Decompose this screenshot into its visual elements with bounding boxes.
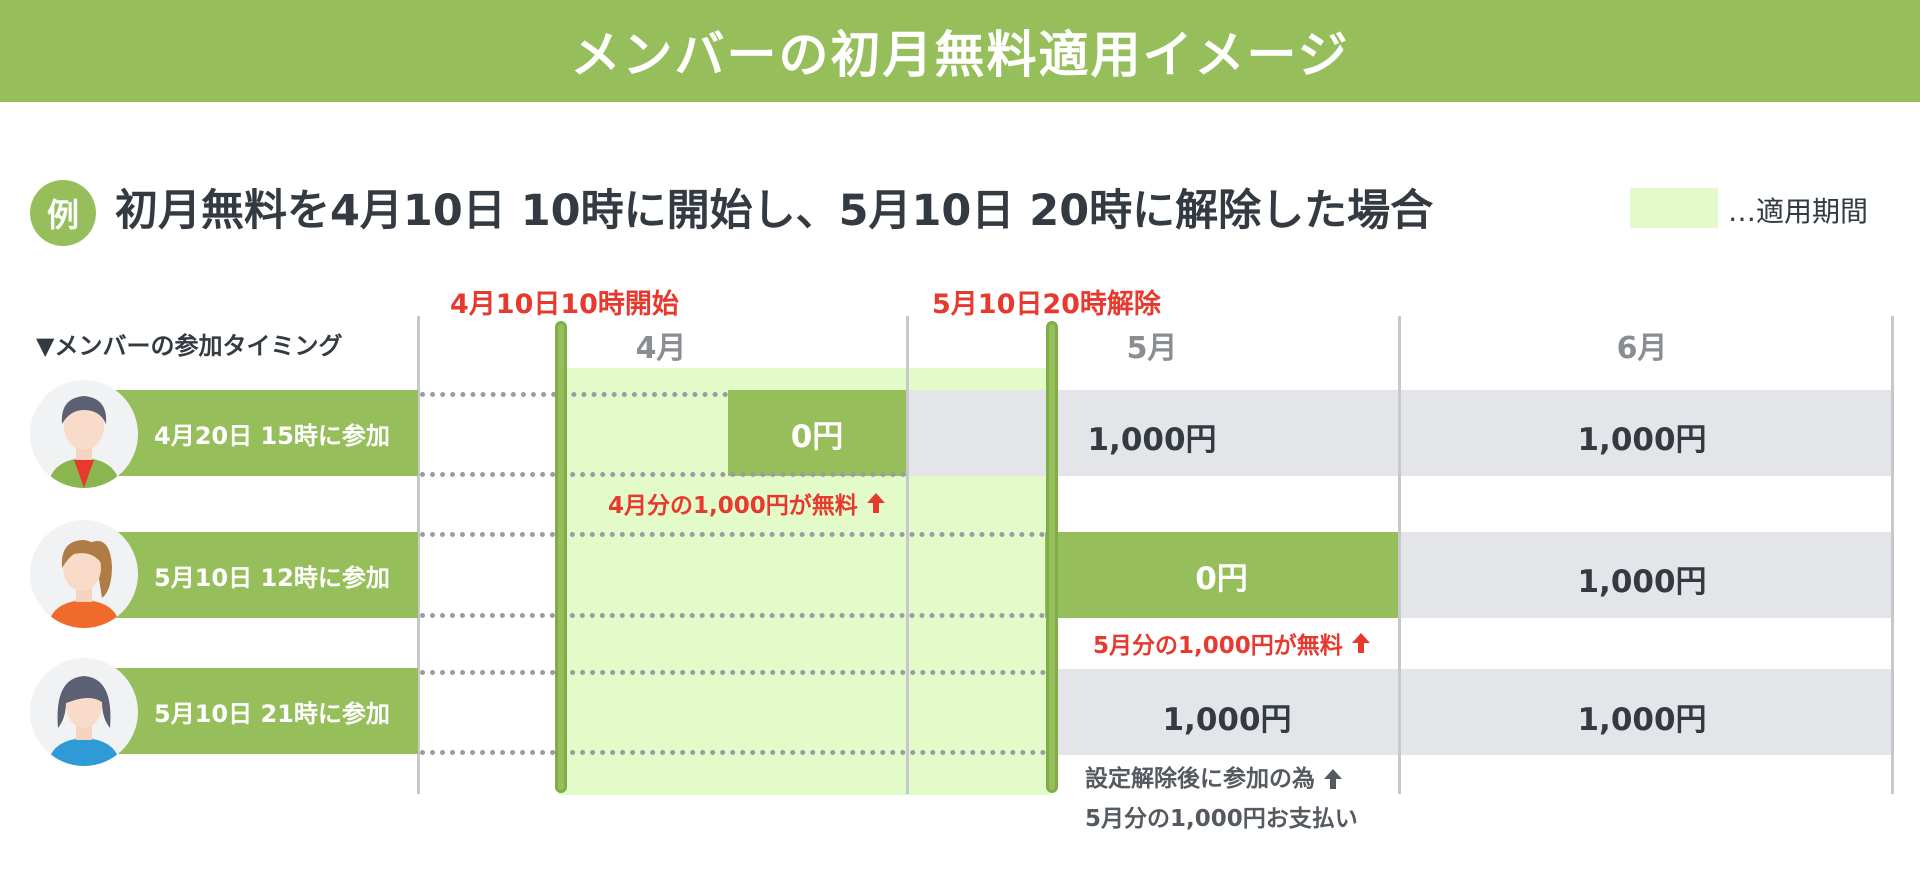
row2-may-cell: 0円: [1045, 532, 1398, 618]
dotted-line: [420, 392, 728, 397]
row2-gray-band: [1398, 532, 1894, 618]
row1-may-price: 1,000円: [1087, 422, 1217, 458]
grid-line: [1891, 316, 1894, 794]
page-title: メンバーの初月無料適用イメージ: [0, 0, 1920, 102]
row3-gray-band: [1056, 669, 1894, 755]
row1-note: 4月分の1,000円が無料: [608, 486, 886, 520]
legend-label: …適用期間: [1728, 195, 1869, 228]
row3-june-price: 1,000円: [1577, 702, 1707, 738]
person-bob-hair-icon: [30, 658, 138, 766]
arrow-up-icon: [1351, 633, 1370, 653]
example-badge: 例: [30, 180, 96, 246]
month-header-june: 6月: [1616, 331, 1668, 366]
person-short-hair-icon: [30, 380, 138, 488]
grid-line: [906, 316, 909, 794]
example-heading: 初月無料を4月10日 10時に開始し、5月10日 20時に解除した場合: [115, 186, 1434, 236]
arrow-up-icon: [1324, 769, 1342, 789]
row3-note-line2: 5月分の1,000円お支払い: [1085, 806, 1358, 832]
start-marker: [555, 321, 567, 793]
person-ponytail-icon: [30, 520, 138, 628]
row2-note: 5月分の1,000円が無料: [1093, 626, 1371, 660]
arrow-up-icon: [866, 493, 885, 513]
row1-april-cell: 0円: [728, 390, 906, 476]
row3-may-price: 1,000円: [1162, 702, 1292, 738]
dotted-line: [420, 532, 1045, 537]
event-end-label: 5月10日20時解除: [932, 289, 1161, 320]
grid-line: [417, 316, 420, 794]
section-label: ▼メンバーの参加タイミング: [36, 332, 343, 360]
end-marker: [1046, 321, 1058, 793]
dotted-line: [420, 472, 906, 477]
dotted-line: [420, 670, 1056, 675]
grid-line: [1398, 316, 1401, 794]
row1-note-text: 4月分の1,000円が無料: [608, 493, 858, 519]
row2-note-text: 5月分の1,000円が無料: [1093, 633, 1343, 659]
row2-june-price: 1,000円: [1577, 564, 1707, 600]
row3-note-line1: 設定解除後に参加の為: [1085, 766, 1315, 792]
dotted-line: [420, 750, 1056, 755]
row3-note: 設定解除後に参加の為 5月分の1,000円お支払い: [1085, 759, 1358, 839]
month-header-april: 4月: [635, 331, 687, 366]
member-timing-label: 5月10日 21時に参加: [80, 668, 418, 754]
month-header-may: 5月: [1126, 331, 1178, 366]
legend-swatch: [1630, 188, 1718, 228]
event-start-label: 4月10日10時開始: [450, 289, 679, 320]
row1-june-price: 1,000円: [1577, 422, 1707, 458]
dotted-line: [420, 613, 1045, 618]
